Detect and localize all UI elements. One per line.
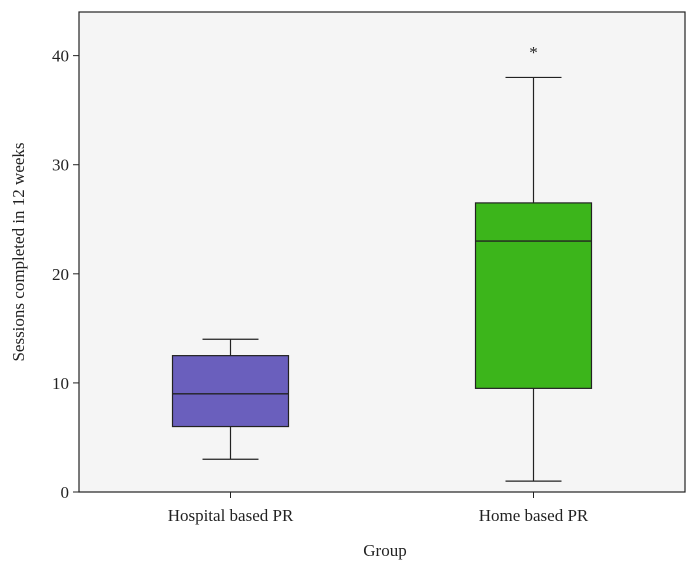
x-tick-label: Home based PR — [479, 506, 589, 525]
x-tick-label: Hospital based PR — [168, 506, 294, 525]
y-axis-title: Sessions completed in 12 weeks — [9, 142, 28, 361]
box-group: * — [474, 43, 593, 482]
y-axis: 0 10 20 30 40 — [52, 47, 79, 502]
y-tick-label: 10 — [52, 374, 69, 393]
x-axis-title: Group — [363, 541, 406, 560]
outlier-marker: * — [529, 43, 538, 62]
boxes: * — [171, 43, 593, 482]
y-tick-label: 40 — [52, 47, 69, 66]
y-tick-label: 30 — [52, 156, 69, 175]
plot-background — [78, 11, 686, 493]
x-axis: Hospital based PR Home based PR — [168, 492, 589, 525]
y-tick-label: 0 — [61, 483, 70, 502]
y-tick-label: 20 — [52, 265, 69, 284]
box-group — [171, 338, 290, 460]
iqr-box — [171, 355, 290, 428]
iqr-box — [474, 202, 593, 389]
